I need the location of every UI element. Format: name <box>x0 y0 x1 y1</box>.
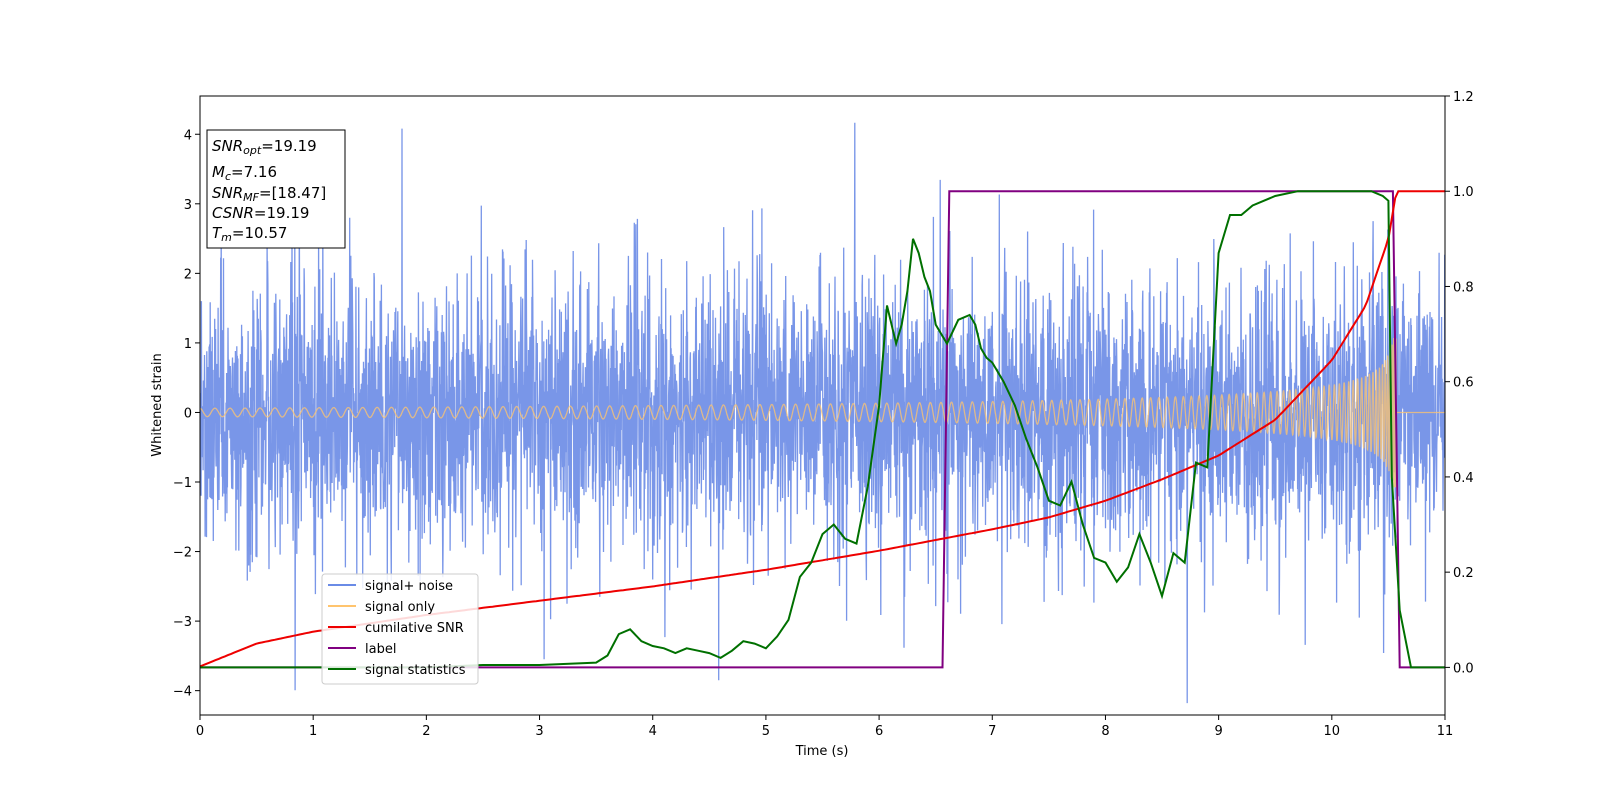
x-axis: 0 1 2 3 4 5 6 7 8 9 10 11 <box>196 715 1453 739</box>
y-tick-label: −3 <box>173 615 192 630</box>
info-csnr: CSNR=19.19 <box>212 204 309 222</box>
y2-tick-label: 0.2 <box>1453 566 1474 581</box>
legend-cumulative-snr: cumilative SNR <box>365 621 464 636</box>
x-tick-label: 0 <box>196 724 204 739</box>
y-axis-label: Whitened strain <box>150 353 165 456</box>
y2-tick-label: 0.8 <box>1453 280 1474 295</box>
y-axis-left: −4 −3 −2 −1 0 1 2 3 4 <box>173 128 200 700</box>
y-tick-label: −4 <box>173 685 192 700</box>
y-tick-label: 4 <box>184 128 192 143</box>
y-tick-label: 0 <box>184 406 192 421</box>
legend-signal-statistics: signal statistics <box>365 663 466 678</box>
x-tick-label: 1 <box>309 724 317 739</box>
x-tick-label: 2 <box>422 724 430 739</box>
x-tick-label: 3 <box>535 724 543 739</box>
x-tick-label: 4 <box>649 724 657 739</box>
legend: signal+ noise signal only cumilative SNR… <box>321 573 479 685</box>
y2-tick-label: 0.4 <box>1453 471 1474 486</box>
legend-signal-only: signal only <box>365 600 435 615</box>
info-box: SNRopt=19.19 Mc=7.16 SNRMF=[18.47] CSNR=… <box>206 129 346 249</box>
y-tick-label: 3 <box>184 198 192 213</box>
signal-only-series <box>200 337 1445 489</box>
x-tick-label: 7 <box>988 724 996 739</box>
info-snr-mf: SNRMF=[18.47] <box>212 184 326 204</box>
y-tick-label: 1 <box>184 337 192 352</box>
x-axis-label: Time (s) <box>795 744 849 759</box>
y-axis-right: 0.0 0.2 0.4 0.6 0.8 1.0 1.2 <box>1445 90 1474 676</box>
x-tick-label: 5 <box>762 724 770 739</box>
info-tm: Tm=10.57 <box>212 224 287 244</box>
y2-tick-label: 1.0 <box>1453 185 1474 200</box>
legend-signal-noise: signal+ noise <box>365 579 453 594</box>
y2-tick-label: 0.6 <box>1453 376 1474 391</box>
y-tick-label: −1 <box>173 476 192 491</box>
signal-statistics-series <box>200 190 1445 669</box>
plot-frame <box>199 95 1446 716</box>
y2-tick-label: 0.0 <box>1453 661 1474 676</box>
x-tick-label: 6 <box>875 724 883 739</box>
x-tick-label: 11 <box>1437 724 1454 739</box>
y-tick-label: −2 <box>173 546 192 561</box>
legend-label: label <box>365 642 396 657</box>
x-tick-label: 8 <box>1101 724 1109 739</box>
y2-tick-label: 1.2 <box>1453 90 1474 105</box>
x-tick-label: 9 <box>1214 724 1222 739</box>
x-tick-label: 10 <box>1324 724 1341 739</box>
label-series <box>200 190 1445 669</box>
info-snr-opt: SNRopt=19.19 <box>212 137 317 157</box>
y-tick-label: 2 <box>184 267 192 282</box>
info-mc: Mc=7.16 <box>212 163 277 183</box>
